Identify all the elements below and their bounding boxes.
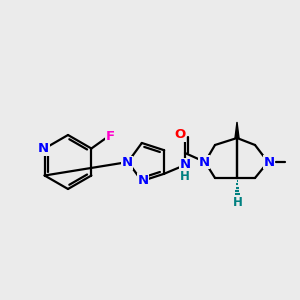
Text: N: N [263, 155, 274, 169]
Text: N: N [38, 142, 49, 155]
Text: N: N [137, 173, 148, 187]
Text: N: N [122, 157, 133, 169]
Text: H: H [233, 196, 243, 208]
Text: F: F [106, 130, 115, 143]
Polygon shape [235, 122, 239, 138]
Text: H: H [180, 169, 190, 182]
Text: N: N [179, 158, 191, 172]
Text: N: N [198, 155, 210, 169]
Text: O: O [174, 128, 186, 142]
